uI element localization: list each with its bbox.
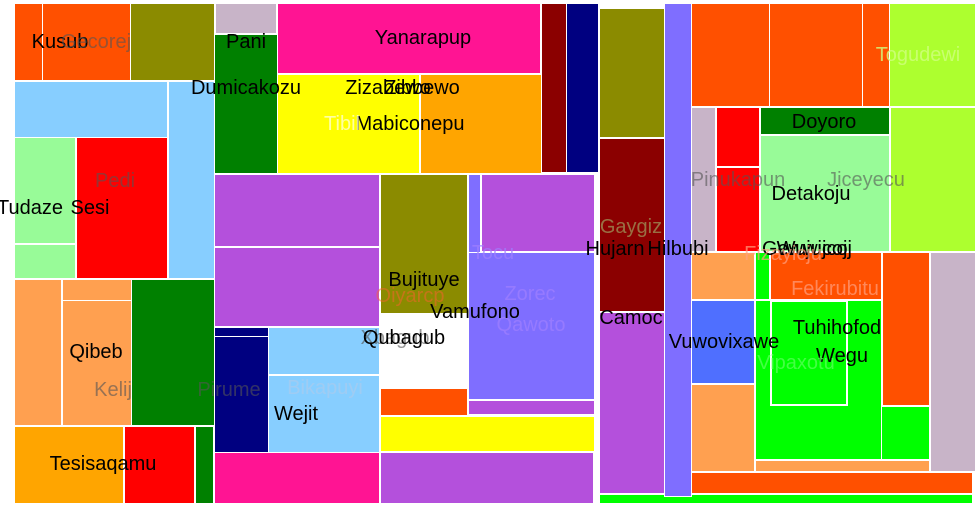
treemap-cell	[380, 416, 595, 452]
treemap-cell	[277, 74, 420, 174]
treemap-cell	[566, 3, 599, 173]
treemap-cell-fill	[599, 312, 665, 494]
treemap-cell	[215, 3, 277, 34]
treemap-cell-fill	[168, 81, 215, 279]
treemap-cell-fill	[691, 3, 770, 107]
treemap-cell	[268, 375, 380, 454]
treemap-cell	[14, 81, 168, 138]
treemap-cell	[214, 34, 278, 174]
treemap-cell	[14, 137, 76, 244]
treemap-cell-fill	[691, 300, 755, 384]
treemap-cell-fill	[770, 252, 882, 300]
treemap-cell-fill	[691, 107, 716, 252]
treemap-cell-fill	[14, 244, 76, 279]
treemap-cell-fill	[599, 494, 973, 504]
treemap-cell-fill	[755, 460, 930, 472]
treemap-cell-fill	[882, 252, 930, 406]
treemap-cell	[14, 426, 124, 504]
treemap-cell-fill	[769, 3, 863, 107]
treemap-cell	[130, 3, 215, 81]
treemap-cell-fill	[771, 301, 847, 405]
treemap-cell	[14, 279, 62, 426]
treemap-cell-fill	[760, 107, 890, 135]
treemap-cell-fill	[691, 384, 755, 472]
treemap-cell-fill	[890, 107, 976, 252]
treemap-cell	[214, 174, 380, 247]
treemap-cell-fill	[716, 167, 760, 252]
treemap-cell	[76, 137, 168, 279]
treemap-cell-fill	[862, 3, 890, 107]
treemap-cell-fill	[380, 452, 594, 504]
treemap-cell-fill	[691, 252, 755, 300]
treemap-cell	[131, 279, 215, 426]
treemap-cell-fill	[599, 8, 665, 138]
treemap-cell	[14, 3, 44, 81]
treemap-cell-fill	[195, 426, 214, 504]
treemap-cell	[42, 3, 132, 81]
treemap-cell	[468, 400, 595, 415]
treemap-cell-fill	[599, 138, 665, 312]
treemap-cell-fill	[691, 472, 973, 494]
treemap-cell	[214, 327, 269, 454]
treemap-cell	[481, 174, 595, 252]
treemap-cell-fill	[214, 327, 269, 337]
treemap-cell-fill	[664, 3, 692, 497]
treemap-cell	[277, 3, 541, 74]
treemap-cell-fill	[716, 107, 760, 167]
treemap-cell-fill	[760, 135, 890, 252]
treemap-cell-fill	[755, 252, 770, 300]
treemap-cell	[268, 327, 380, 375]
treemap-cell	[420, 74, 542, 174]
treemap-cell	[62, 279, 132, 426]
treemap-cell-fill	[214, 452, 380, 504]
treemap-cell	[380, 388, 468, 416]
treemap-cell-fill	[62, 279, 132, 301]
treemap-cell	[468, 252, 595, 400]
treemap-cell-fill	[930, 252, 976, 472]
treemap-cell	[541, 3, 568, 173]
treemap-cell	[380, 174, 468, 314]
treemap-cell	[124, 426, 195, 504]
treemap-cell	[214, 247, 380, 327]
